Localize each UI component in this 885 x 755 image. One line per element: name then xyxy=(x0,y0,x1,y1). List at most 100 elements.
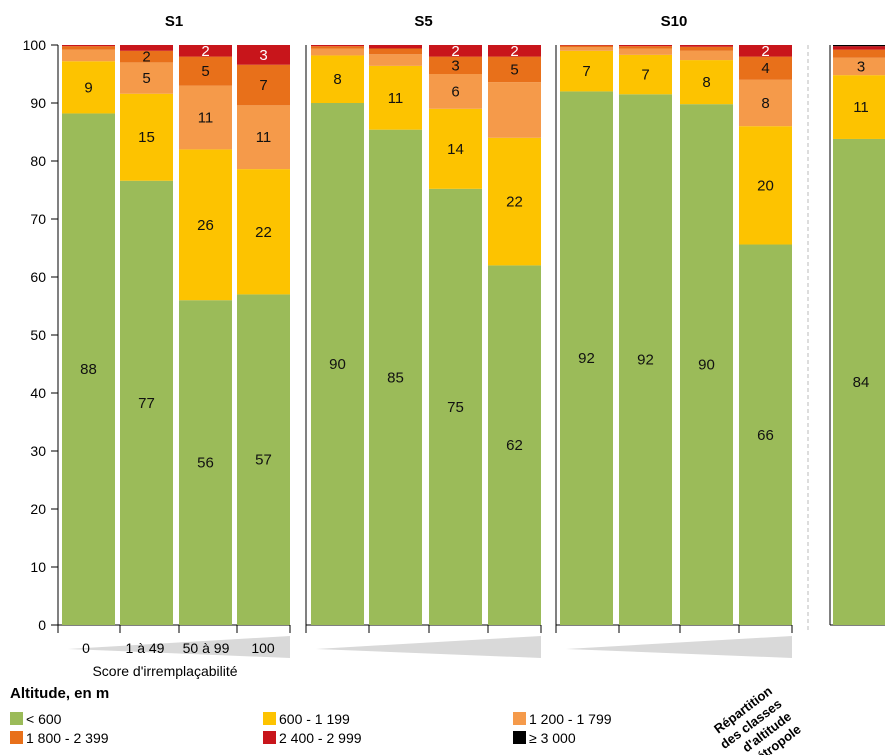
panel-title: S1 xyxy=(165,13,183,30)
legend-label: 2 400 - 2 999 xyxy=(279,730,362,746)
bar-segment xyxy=(179,300,232,625)
x-axis-label: Score d'irremplaçabilité xyxy=(92,663,237,679)
bar-segment xyxy=(179,45,232,57)
data-label: 11 xyxy=(256,129,272,146)
bar-segment xyxy=(369,54,422,66)
bar-segment xyxy=(120,62,173,94)
reference-bar-segment xyxy=(833,46,885,50)
legend-label: 1 200 - 1 799 xyxy=(529,711,612,727)
legend-swatch xyxy=(513,712,526,725)
data-label: 8 xyxy=(333,71,341,88)
x-category-label: 50 à 99 xyxy=(183,640,230,656)
bar-segment xyxy=(619,94,672,626)
reference-bar-segment xyxy=(833,138,885,625)
bar-segment xyxy=(369,65,422,130)
score-wedge xyxy=(316,636,541,658)
bar-segment xyxy=(739,79,792,127)
data-label: 2 xyxy=(510,43,518,60)
bar-segment xyxy=(237,105,290,170)
legend-title: Altitude, en m xyxy=(10,685,109,702)
data-label: 26 xyxy=(197,217,214,234)
bar-segment xyxy=(429,108,482,189)
y-tick-label: 30 xyxy=(30,443,46,459)
data-label: 22 xyxy=(506,194,523,211)
data-label: 2 xyxy=(142,49,150,66)
bar-segment xyxy=(429,74,482,109)
bar-segment xyxy=(488,265,541,625)
x-category-label: 100 xyxy=(251,640,275,656)
data-label: 6 xyxy=(451,83,459,100)
data-label: 75 xyxy=(447,399,464,416)
data-label: 11 xyxy=(198,110,214,127)
bar-segment xyxy=(237,169,290,295)
reference-bar-segment xyxy=(833,45,885,47)
data-label: 9 xyxy=(84,79,92,96)
data-label: 2 xyxy=(201,43,209,60)
data-label: 88 xyxy=(80,361,97,378)
data-label: 11 xyxy=(388,90,404,107)
bar-segment xyxy=(369,129,422,625)
reference-data-label: 84 xyxy=(853,374,870,391)
bar-segment xyxy=(739,56,792,80)
bar-segment xyxy=(120,180,173,625)
legend-swatch xyxy=(10,712,23,725)
bar-segment xyxy=(619,45,672,47)
y-tick-label: 90 xyxy=(30,95,46,111)
data-label: 92 xyxy=(578,350,595,367)
legend-swatch xyxy=(513,731,526,744)
legend-label: 1 800 - 2 399 xyxy=(26,730,109,746)
bar-segment xyxy=(369,48,422,55)
bar-segment xyxy=(179,85,232,150)
bar-segment xyxy=(429,56,482,74)
bar-segment xyxy=(62,45,115,47)
bar-segment xyxy=(680,45,733,47)
legend-swatch xyxy=(263,731,276,744)
data-label: 66 xyxy=(757,427,774,444)
bar-segment xyxy=(120,45,173,51)
y-tick-label: 40 xyxy=(30,385,46,401)
data-label: 20 xyxy=(757,177,774,194)
bar-segment xyxy=(488,45,541,57)
data-label: 85 xyxy=(387,369,404,386)
data-label: 15 xyxy=(138,129,155,146)
bar-segment xyxy=(560,91,613,625)
y-tick-label: 80 xyxy=(30,153,46,169)
bar-segment xyxy=(619,46,672,49)
legend-label: 600 - 1 199 xyxy=(279,711,350,727)
data-label: 3 xyxy=(451,57,459,74)
bar-segment xyxy=(429,45,482,57)
bar-segment xyxy=(429,188,482,625)
bar-segment xyxy=(680,46,733,51)
data-label: 5 xyxy=(510,61,518,78)
data-label: 4 xyxy=(761,60,769,77)
legend-swatch xyxy=(263,712,276,725)
bar-segment xyxy=(619,54,672,95)
bar-segment xyxy=(739,126,792,245)
data-label: 5 xyxy=(201,63,209,80)
bar-segment xyxy=(560,50,613,92)
reference-bar-segment xyxy=(833,49,885,58)
y-tick-label: 10 xyxy=(30,559,46,575)
data-label: 90 xyxy=(329,356,346,373)
score-wedge xyxy=(68,636,290,658)
bar-segment xyxy=(560,47,613,51)
bar-segment xyxy=(179,56,232,86)
bar-segment xyxy=(62,113,115,625)
bar-segment xyxy=(120,50,173,63)
bar-segment xyxy=(488,137,541,266)
bar-segment xyxy=(369,45,422,49)
data-label: 22 xyxy=(255,224,272,241)
bar-segment xyxy=(619,48,672,55)
y-tick-label: 50 xyxy=(30,327,46,343)
bar-segment xyxy=(62,49,115,62)
reference-bar-segment xyxy=(833,57,885,76)
y-tick-label: 20 xyxy=(30,501,46,517)
reference-bar-segment xyxy=(833,75,885,139)
data-label: 77 xyxy=(138,395,155,412)
data-label: 56 xyxy=(197,455,214,472)
bar-segment xyxy=(560,45,613,48)
bar-segment xyxy=(237,294,290,625)
data-label: 2 xyxy=(761,43,769,60)
legend-label: < 600 xyxy=(26,711,62,727)
